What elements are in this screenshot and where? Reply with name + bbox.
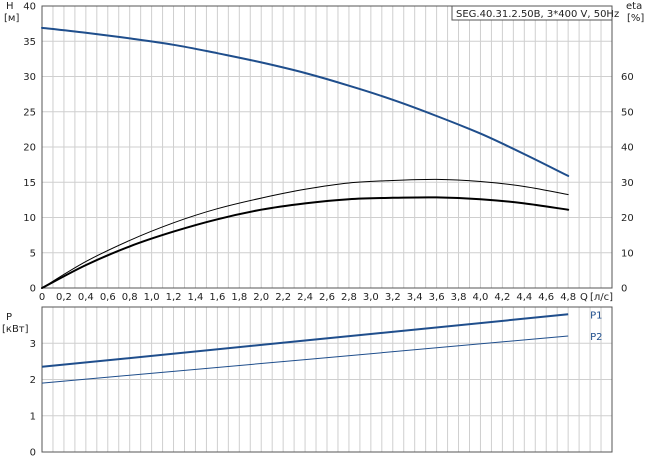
right-tick-label: 40	[621, 143, 634, 154]
x-tick-label: 4,4	[516, 292, 532, 303]
x-tick-label: 2,2	[275, 292, 291, 303]
x-tick-label: 2,8	[341, 292, 357, 303]
right-tick-label: 0	[621, 284, 627, 295]
x-tick-label: 3,0	[363, 292, 379, 303]
plot-frame	[41, 306, 613, 453]
right-tick-label: 10	[621, 248, 634, 259]
right-tick-label: 20	[621, 213, 634, 224]
efficiency-curve-thick	[41, 196, 570, 289]
left-tick-label: 30	[23, 72, 36, 83]
series-label-p2: P2	[590, 332, 602, 343]
power-curve-p1	[41, 313, 569, 368]
power-axis-unit: [кВт]	[2, 324, 29, 335]
x-tick-label: 4,0	[473, 292, 489, 303]
x-tick-label: 0,6	[100, 292, 116, 303]
x-tick-label: 2,4	[297, 292, 313, 303]
x-tick-label: 3,6	[429, 292, 445, 303]
x-tick-label: 4,6	[538, 292, 554, 303]
left-tick-label: 2	[30, 375, 36, 386]
power-panel: 0 1 2 3 P1 P2	[30, 306, 613, 459]
left-tick-label: 5	[30, 248, 36, 259]
left-tick-label: 40	[23, 2, 36, 13]
x-tick-label: 2,6	[319, 292, 335, 303]
x-tick-label: 3,2	[385, 292, 401, 303]
power-axis-label: P	[6, 312, 12, 323]
left-tick-label: 3	[30, 339, 36, 350]
left-tick-label: 20	[23, 143, 36, 154]
head-efficiency-panel: 0 5 10 15 20 25 30 35 40 0 10 20 30 40 50 60 0 0,2 0,4 0,6 0…	[23, 2, 633, 304]
right-axis-label: eta	[626, 1, 642, 12]
right-axis-unit: [%]	[627, 13, 644, 24]
x-tick-label: 4,8	[560, 292, 576, 303]
x-tick-label: 1,4	[188, 292, 204, 303]
left-tick-label: 25	[23, 107, 36, 118]
left-tick-label: 0	[30, 284, 36, 295]
right-tick-label: 30	[621, 178, 634, 189]
left-tick-label: 15	[23, 178, 36, 189]
series-label-p1: P1	[590, 310, 602, 321]
right-tick-label: 60	[621, 72, 634, 83]
left-tick-label: 35	[23, 37, 36, 48]
x-tick-label: 3,8	[451, 292, 467, 303]
x-tick-label: 0,2	[56, 292, 72, 303]
left-axis-unit: [м]	[4, 13, 19, 24]
left-tick-label: 1	[30, 411, 36, 422]
x-tick-label: 2,0	[253, 292, 269, 303]
left-axis-label: H	[6, 1, 14, 12]
x-tick-label: 1,6	[209, 292, 225, 303]
x-tick-label: 4,2	[494, 292, 510, 303]
x-tick-label: 1,8	[231, 292, 247, 303]
x-axis-unit: [л/с]	[590, 292, 613, 303]
x-tick-label: 1,0	[144, 292, 160, 303]
right-tick-label: 50	[621, 107, 634, 118]
x-tick-label: 3,4	[407, 292, 423, 303]
left-tick-label: 0	[30, 448, 36, 459]
power-curve-p2	[41, 335, 569, 384]
chart-labels: H [м] eta [%] Q [л/с] P [кВт]	[2, 1, 644, 335]
x-tick-label: 0	[39, 292, 45, 303]
x-axis-label: Q	[580, 292, 588, 303]
efficiency-curve-thin	[41, 178, 569, 289]
model-title-box	[451, 5, 613, 21]
head-curve	[41, 26, 570, 177]
left-tick-label: 10	[23, 213, 36, 224]
x-tick-label: 0,4	[78, 292, 94, 303]
model-title: SEG.40.31.2.50B, 3*400 V, 50Hz	[456, 9, 619, 20]
x-tick-label: 1,2	[166, 292, 182, 303]
x-tick-label: 0,8	[122, 292, 138, 303]
plot-frame	[41, 5, 613, 289]
